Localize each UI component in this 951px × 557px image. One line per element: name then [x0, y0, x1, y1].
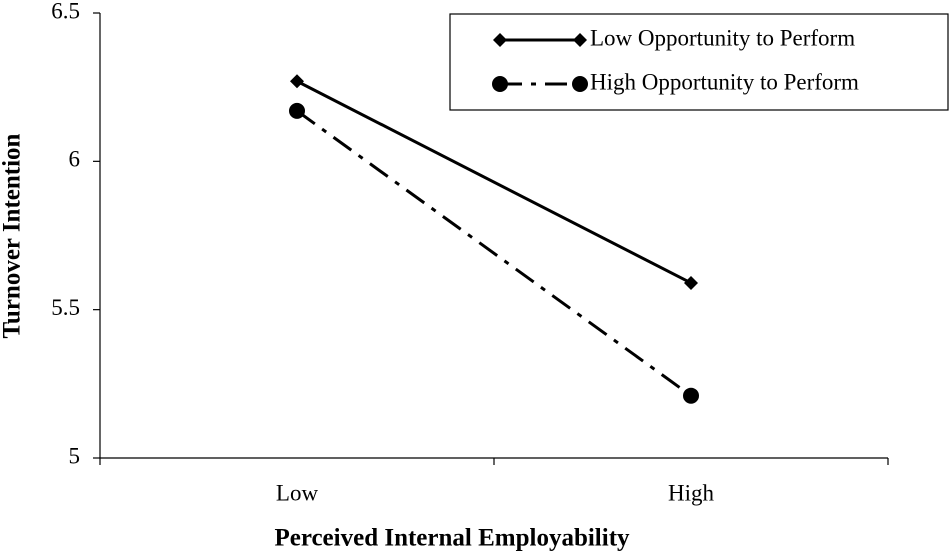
y-tick-label: 5 — [69, 443, 81, 468]
marker — [684, 275, 698, 290]
legend-label: Low Opportunity to Perform — [590, 25, 855, 50]
legend-label: High Opportunity to Perform — [590, 69, 859, 94]
marker — [683, 387, 699, 404]
marker — [290, 74, 304, 89]
y-tick-label: 6.5 — [51, 0, 80, 23]
legend-box — [449, 13, 949, 111]
series-line — [296, 79, 692, 285]
y-tick-label: 5.5 — [51, 295, 80, 320]
legend-marker — [493, 33, 507, 47]
marker — [289, 102, 305, 119]
series-line — [296, 109, 692, 397]
legend-marker — [492, 76, 508, 92]
x-axis-title: Perceived Internal Employability — [274, 525, 630, 552]
legend-marker — [573, 33, 587, 47]
y-tick-label: 6 — [69, 147, 81, 172]
x-tick-label: High — [668, 480, 715, 505]
y-axis-title: Turnover Intention — [0, 133, 26, 338]
legend-marker — [572, 76, 588, 92]
x-tick-label: Low — [276, 480, 319, 505]
